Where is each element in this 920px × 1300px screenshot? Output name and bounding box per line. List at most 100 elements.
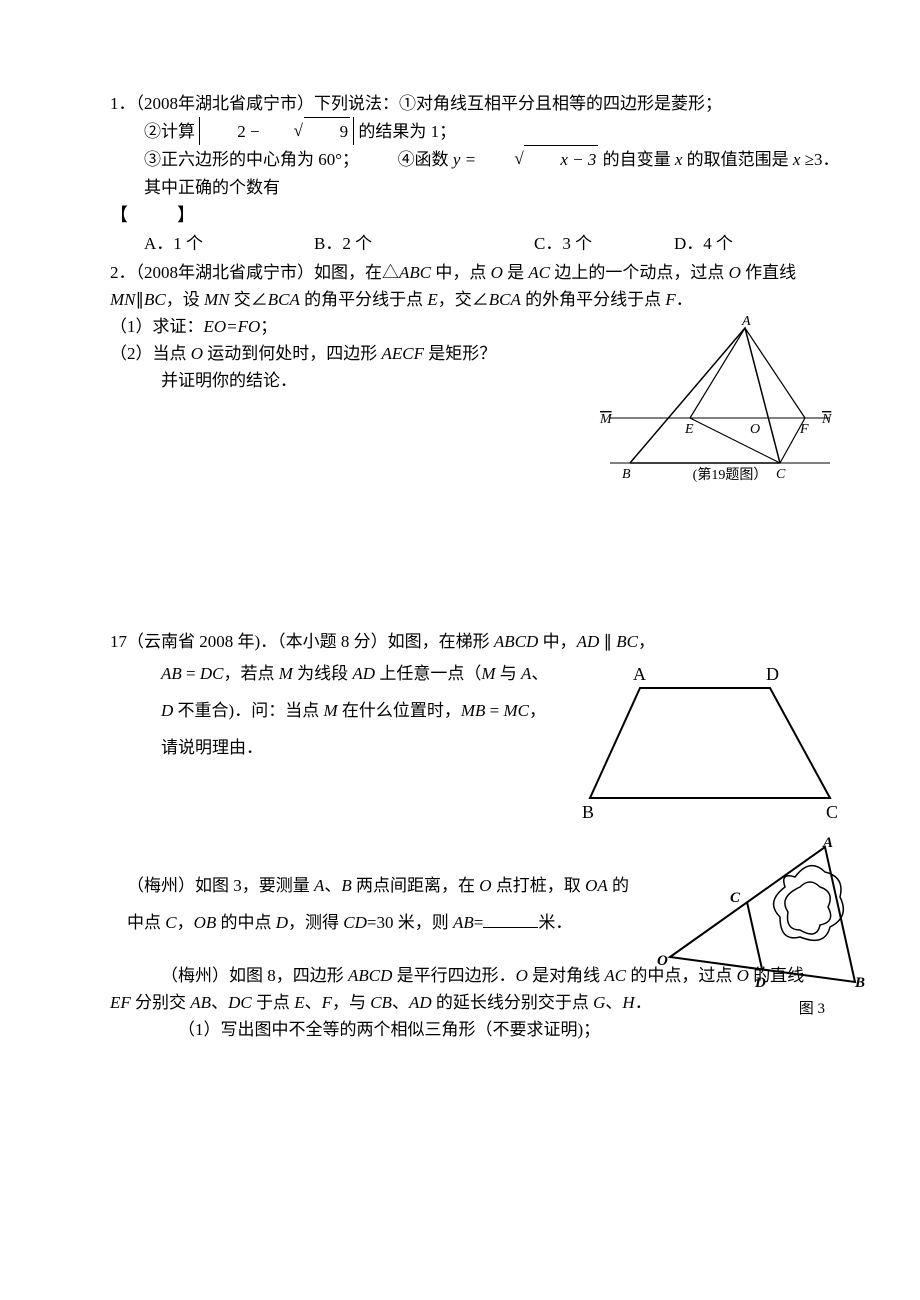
- AC: AC: [528, 263, 550, 282]
- text: =: [182, 664, 200, 683]
- text: ；: [260, 317, 277, 336]
- q2-fig-caption: (第19题图）: [620, 465, 840, 487]
- q1-statement-2: ②计算 2 −9 的结果为 1；: [110, 117, 840, 145]
- AD: AD: [409, 993, 432, 1012]
- label-B: B: [622, 467, 631, 482]
- text: ，若点: [224, 664, 279, 683]
- text: 为线段: [293, 664, 353, 683]
- AB: AB: [161, 664, 182, 683]
- sqrt-inner: 9: [304, 117, 351, 145]
- O: O: [729, 263, 741, 282]
- AECF: AECF: [382, 344, 425, 363]
- ABC: ABC: [399, 263, 431, 282]
- text: 边上的一个动点，过点: [550, 263, 729, 282]
- q2-stem: 2．（2008年湖北省咸宁市）如图，在△ABC 中，点 O 是 AC 边上的一个…: [110, 259, 840, 313]
- option-c: C．3 个: [534, 230, 674, 257]
- fig3-label: 图 3: [799, 997, 825, 1021]
- MN: MN: [110, 290, 136, 309]
- ABCD: ABCD: [348, 966, 392, 985]
- MN: MN: [204, 290, 230, 309]
- q2-text-col: （1）求证：EO=FO； （2）当点 O 运动到何处时，四边形 AECF 是矩形…: [110, 313, 590, 395]
- question-1: 1．（2008年湖北省咸宁市）下列说法：①对角线互相平分且相等的四边形是菱形； …: [110, 90, 840, 257]
- q1-statement-3-4: ③正六边形的中心角为 60°； ④函数 y = x − 3 的自变量 x 的取值…: [110, 145, 840, 173]
- abs-expr: 2 −9: [199, 117, 354, 145]
- C: C: [165, 913, 176, 932]
- q1-stem: 其中正确的个数有: [110, 174, 840, 201]
- text: 、: [305, 993, 322, 1012]
- text: （梅州）如图 8，四边形: [161, 966, 348, 985]
- text: 的外角平分线于点: [521, 290, 666, 309]
- DC: DC: [228, 993, 252, 1012]
- AD: AD: [352, 664, 375, 683]
- label-B: B: [582, 802, 594, 822]
- text: =: [485, 701, 503, 720]
- M: M: [481, 664, 495, 683]
- label-M: M: [599, 412, 613, 427]
- label-B: B: [854, 975, 865, 991]
- text: 的中点: [216, 913, 276, 932]
- text: 、: [531, 664, 548, 683]
- question-2: 2．（2008年湖北省咸宁市）如图，在△ABC 中，点 O 是 AC 边上的一个…: [110, 259, 840, 488]
- text: 与: [496, 664, 522, 683]
- text: 、: [211, 993, 228, 1012]
- text: ，交∠: [438, 290, 489, 309]
- q17-stem: 17（云南省 2008 年)．（本小题 8 分）如图，在梯形 ABCD 中，AD…: [110, 628, 840, 655]
- label-D: D: [754, 975, 766, 991]
- F: F: [322, 993, 332, 1012]
- text: 是: [503, 263, 529, 282]
- right-bracket: 】: [177, 205, 195, 225]
- q1-options: A．1 个 B．2 个 C．3 个 D．4 个: [110, 230, 840, 257]
- left-bracket: 【: [110, 205, 128, 225]
- EF: EF: [110, 993, 131, 1012]
- meizhou2-part1: （1）写出图中不全等的两个相似三角形（不要求证明)；: [110, 1016, 840, 1043]
- text: 不重合)．问：当点: [173, 701, 323, 720]
- text: 的角平分线于点: [300, 290, 428, 309]
- sqrt-inner: x − 3: [524, 145, 598, 173]
- text: ，与: [332, 993, 370, 1012]
- MC: MC: [504, 701, 530, 720]
- text: =: [474, 913, 484, 932]
- text: ≥3．: [800, 150, 839, 169]
- text: （1）求证：: [110, 317, 204, 336]
- option-b: B．2 个: [314, 230, 534, 257]
- text: ，: [638, 632, 655, 651]
- text: ③正六边形的中心角为 60°；: [144, 150, 359, 169]
- label-F: F: [799, 422, 809, 437]
- text: ，: [177, 913, 194, 932]
- label-C: C: [776, 467, 786, 482]
- text: 中，点: [431, 263, 491, 282]
- O: O: [191, 344, 203, 363]
- text: 两点间距离，在: [352, 876, 480, 895]
- q1-statement-1: 1．（2008年湖北省咸宁市）下列说法：①对角线互相平分且相等的四边形是菱形；: [110, 90, 840, 117]
- text: 、: [605, 993, 622, 1012]
- M: M: [323, 701, 337, 720]
- y-eq: y =: [453, 150, 481, 169]
- A: A: [521, 664, 531, 683]
- text: ．: [635, 993, 652, 1012]
- text: （梅州）如图 3，要测量: [127, 876, 314, 895]
- question-17: 17（云南省 2008 年)．（本小题 8 分）如图，在梯形 ABCD 中，AD…: [110, 628, 840, 767]
- meizhou-q1: （梅州）如图 3，要测量 A、B 两点间距离，在 O 点打桩，取 OA 的中点 …: [110, 867, 840, 942]
- option-a: A．1 个: [144, 230, 314, 257]
- text: 分别交: [131, 993, 191, 1012]
- M: M: [279, 664, 293, 683]
- text: 2．（2008年湖北省咸宁市）如图，在△: [110, 263, 399, 282]
- text: 是平行四边形．: [392, 966, 515, 985]
- B: B: [341, 876, 351, 895]
- text: ，测得: [288, 913, 343, 932]
- sqrt: x − 3: [480, 145, 598, 173]
- label-O: O: [657, 953, 668, 969]
- text: 于点: [252, 993, 295, 1012]
- spacer: [110, 488, 840, 628]
- text: ，设: [166, 290, 204, 309]
- F: F: [665, 290, 675, 309]
- BCA: BCA: [268, 290, 300, 309]
- text: ②计算: [144, 122, 195, 141]
- AC: AC: [604, 966, 626, 985]
- E: E: [427, 290, 437, 309]
- label-C: C: [826, 802, 838, 822]
- text: 运动到何处时，四边形: [203, 344, 382, 363]
- text: 交∠: [229, 290, 267, 309]
- H: H: [622, 993, 634, 1012]
- q2-part1: （1）求证：EO=FO；: [110, 313, 590, 340]
